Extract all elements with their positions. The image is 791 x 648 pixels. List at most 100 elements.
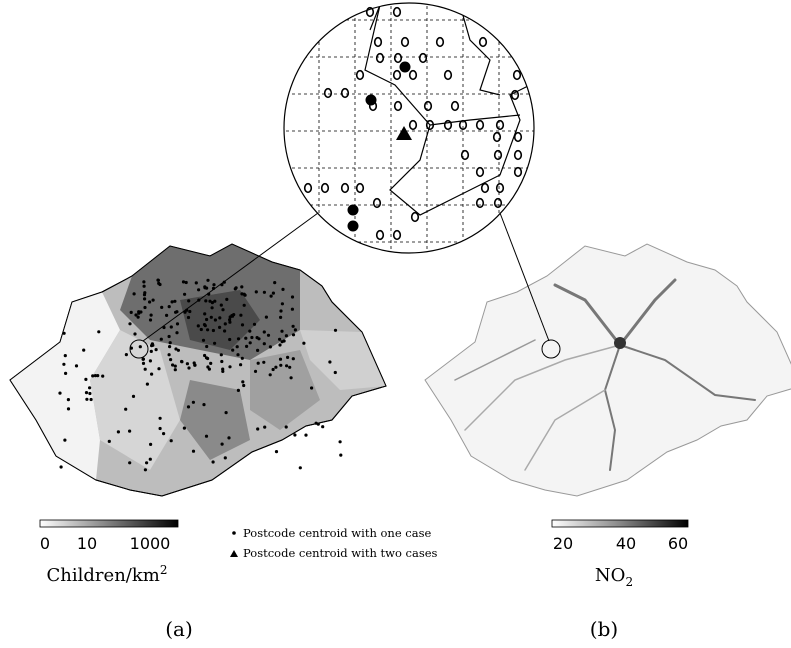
case-dot (192, 450, 195, 453)
case-dot (169, 341, 172, 344)
case-dot (159, 417, 162, 420)
case-dot (227, 436, 230, 439)
case-dot (270, 295, 273, 298)
case-dot (278, 343, 281, 346)
case-dot (213, 342, 216, 345)
case-dot (144, 368, 147, 371)
case-dot (149, 359, 152, 362)
case-dot (60, 465, 63, 468)
case-dot (150, 314, 153, 317)
case-dot (286, 356, 289, 359)
case-dot (204, 299, 207, 302)
case-dot (75, 364, 78, 367)
case-dot (237, 337, 240, 340)
case-dot (85, 391, 88, 394)
case-dot (187, 299, 190, 302)
case-dot (218, 316, 221, 319)
case-dot (149, 318, 152, 321)
case-dot (160, 338, 163, 341)
case-dot (275, 450, 278, 453)
case-dot (133, 332, 136, 335)
case-dot (292, 357, 295, 360)
case-dot (137, 310, 140, 313)
case-dot (250, 336, 253, 339)
case-dot (269, 345, 272, 348)
label-text: Children/km (47, 565, 160, 586)
case-dot (290, 376, 293, 379)
case-dot (144, 468, 147, 471)
case-dot (139, 345, 142, 348)
case-dot (339, 440, 342, 443)
case-dot (263, 330, 266, 333)
case-dot (273, 281, 276, 284)
case-dot (193, 364, 196, 367)
case-dot (279, 309, 282, 312)
case-dot (143, 306, 146, 309)
colorbar-b: 20 40 60 NO2 (552, 520, 688, 589)
caption: (b) (590, 617, 618, 641)
label-subscript: 2 (625, 575, 633, 589)
case-dot (162, 432, 165, 435)
case-dot (159, 427, 162, 430)
case-dot (236, 345, 239, 348)
figure: 0 10 1000 Children/km2 Postcode centroid… (0, 0, 791, 648)
case-dot (224, 322, 227, 325)
case-dot (328, 360, 331, 363)
case-dot (173, 300, 176, 303)
case-dot (272, 292, 275, 295)
case-dot (221, 443, 224, 446)
case-dot (175, 310, 178, 313)
case-dot (302, 342, 305, 345)
case-dot (108, 440, 111, 443)
case-dot (249, 341, 252, 344)
case-dot (241, 380, 244, 383)
case-dot (263, 342, 266, 345)
case-dot (223, 329, 226, 332)
case-dot (280, 330, 283, 333)
case-dot (278, 338, 281, 341)
case-dot (214, 318, 217, 321)
case-dot (304, 434, 307, 437)
case-dot (170, 325, 173, 328)
case-dot (208, 368, 211, 371)
case-dot (263, 426, 266, 429)
case-dot (211, 301, 214, 304)
case-dot (125, 353, 128, 356)
case-dot (237, 389, 240, 392)
case-dot (232, 313, 235, 316)
legend: Postcode centroid with one case Postcode… (230, 526, 438, 560)
colorbar-label: Children/km2 (47, 563, 168, 586)
case-dot (279, 364, 282, 367)
case-dot (143, 291, 146, 294)
case-dot (63, 439, 66, 442)
case-dot (221, 370, 224, 373)
case-dot (174, 368, 177, 371)
case-dot (117, 430, 120, 433)
case-dot (234, 287, 237, 290)
colorbar-tick-label: 40 (616, 534, 636, 553)
case-dot (265, 316, 268, 319)
case-dot (285, 425, 288, 428)
case-dot (218, 326, 221, 329)
case-dot (285, 334, 288, 337)
case-dot (143, 285, 146, 288)
case-dot (299, 466, 302, 469)
case-dot (88, 392, 91, 395)
case-dot (168, 335, 171, 338)
case-dot (281, 288, 284, 291)
case-dot (97, 330, 100, 333)
case-dot (82, 349, 85, 352)
case-dot (228, 365, 231, 368)
case-dot (274, 366, 277, 369)
case-dot (221, 308, 224, 311)
case-dot (203, 286, 206, 289)
case-dot (248, 330, 251, 333)
zoom-inset (280, 0, 540, 260)
case-dot (209, 362, 212, 365)
case-dot (205, 356, 208, 359)
case-dot (203, 312, 206, 315)
case-dot (197, 324, 200, 327)
case-dot (64, 372, 67, 375)
case-dot (152, 299, 155, 302)
case-dot (180, 360, 183, 363)
